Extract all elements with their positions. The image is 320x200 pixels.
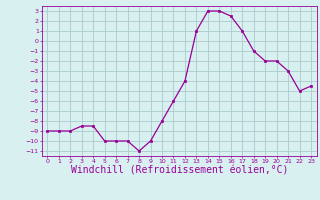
X-axis label: Windchill (Refroidissement éolien,°C): Windchill (Refroidissement éolien,°C) xyxy=(70,165,288,175)
